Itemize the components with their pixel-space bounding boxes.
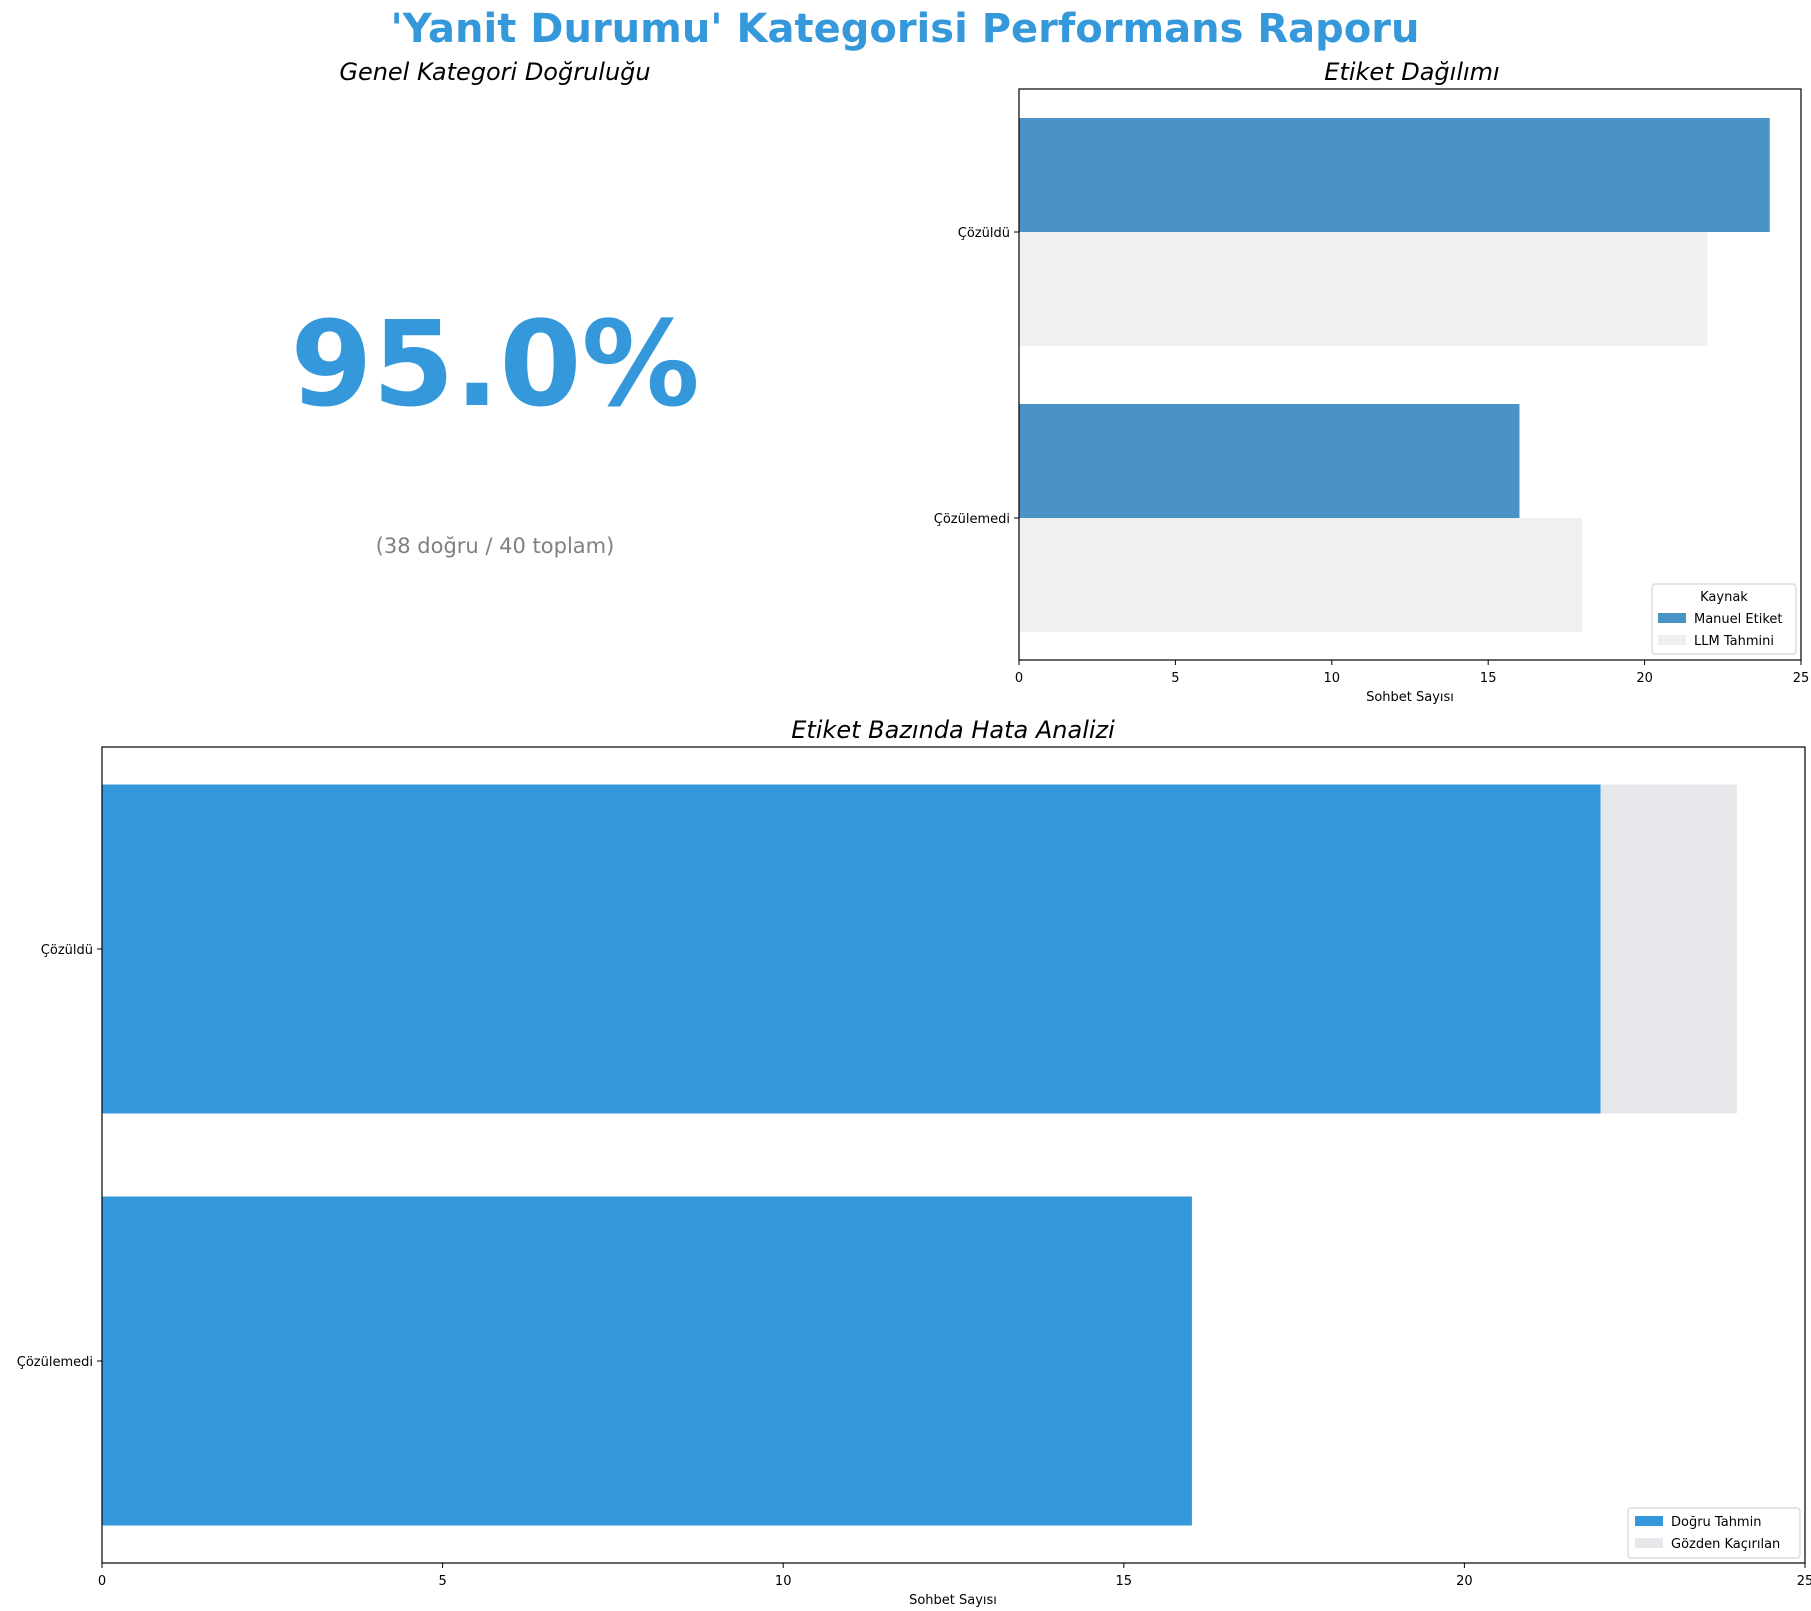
chart1-ytick-label: Çözüldü [958, 226, 1010, 241]
chart1-xtick-label: 0 [1015, 671, 1023, 686]
chart2-axes-frame [101, 746, 1806, 1564]
bar-llm-tahmini-cozuldu [1019, 232, 1708, 346]
chart1-xtick-label: 10 [1324, 671, 1341, 686]
chart1-legend-box [1651, 583, 1797, 655]
bar-gozden-kacirilan-cozuldu [1600, 784, 1737, 1114]
label-distribution-chart: Etiket Dağılımı 0 5 10 15 20 25 Çözüldü Çözüle… [934, 58, 1810, 705]
legend-swatch-gozden [1635, 1538, 1663, 1548]
legend-label-gozden: Gözden Kaçırılan [1671, 1537, 1780, 1552]
legend-swatch-manuel [1658, 613, 1686, 623]
chart2-ytick-label: Çözüldü [41, 943, 93, 958]
chart1-xtick-label: 15 [1480, 671, 1497, 686]
legend-swatch-llm [1658, 635, 1686, 645]
chart1-ytick-label: Çözülemedi [934, 512, 1010, 527]
chart1-xlabel: Sohbet Sayısı [1366, 690, 1454, 705]
bar-manuel-etiket-cozuldu [1019, 118, 1770, 232]
chart1-xtick-label: 20 [1636, 671, 1653, 686]
chart2-ytick-label: Çözülemedi [17, 1355, 93, 1370]
legend-label-llm: LLM Tahmini [1694, 634, 1774, 649]
legend-label-manuel: Manuel Etiket [1694, 612, 1783, 627]
chart2-legend-box [1627, 1507, 1801, 1559]
chart2-xtick-label: 0 [98, 1574, 106, 1589]
main-title: 'Yanit Durumu' Kategorisi Performans Rap… [391, 6, 1420, 52]
kpi-detail: (38 doğru / 40 toplam) [376, 534, 615, 558]
bar-dogru-tahmin-cozulemedi [102, 1196, 1192, 1526]
chart2-legend: Doğru Tahmin Gözden Kaçırılan [1627, 1507, 1801, 1559]
chart2-xtick-label: 20 [1456, 1574, 1473, 1589]
chart2-xtick-label: 10 [775, 1574, 792, 1589]
bar-manuel-etiket-cozulemedi [1019, 404, 1520, 518]
chart2-xtick-label: 15 [1116, 1574, 1133, 1589]
chart2-xtick-label: 5 [438, 1574, 446, 1589]
legend-label-dogru: Doğru Tahmin [1671, 1515, 1761, 1530]
legend-swatch-dogru [1635, 1516, 1663, 1526]
chart1-xtick-label: 25 [1793, 671, 1810, 686]
chart2-title: Etiket Bazında Hata Analizi [791, 716, 1115, 744]
chart1-legend-title: Kaynak [1700, 590, 1748, 605]
bar-llm-tahmini-cozulemedi [1019, 518, 1583, 632]
bar-dogru-tahmin-cozuldu [102, 784, 1601, 1114]
chart1-axes-frame [1018, 88, 1802, 661]
chart1-legend: Kaynak Manuel Etiket LLM Tahmini [1651, 583, 1797, 655]
kpi-value: 95.0% [290, 295, 699, 433]
kpi-title: Genel Kategori Doğruluğu [339, 58, 650, 86]
chart1-xtick-label: 5 [1171, 671, 1179, 686]
kpi-panel: Genel Kategori Doğruluğu 95.0% (38 doğru… [290, 58, 699, 558]
chart1-title: Etiket Dağılımı [1324, 58, 1499, 86]
error-analysis-chart: Etiket Bazında Hata Analizi 0 5 10 15 20 25 Ç… [17, 716, 1811, 1608]
chart2-xtick-label: 25 [1797, 1574, 1811, 1589]
chart2-xlabel: Sohbet Sayısı [909, 1593, 997, 1608]
